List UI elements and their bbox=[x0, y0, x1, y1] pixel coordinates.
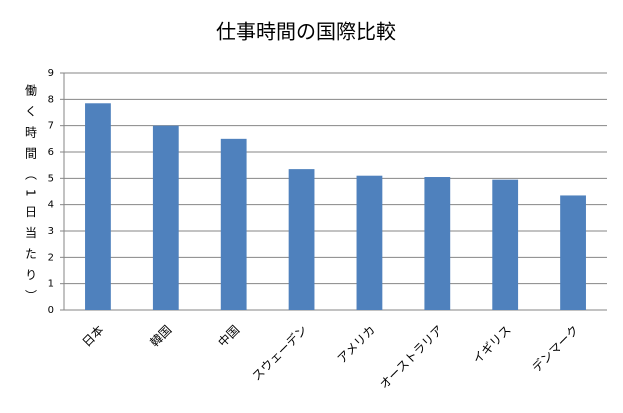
x-tick-label: 韓国 bbox=[148, 323, 175, 350]
bar bbox=[560, 195, 586, 310]
bar bbox=[152, 125, 179, 311]
x-tick-label: オーストラリア bbox=[377, 323, 446, 392]
y-tick-label: 6 bbox=[48, 147, 54, 158]
y-tick-label: 2 bbox=[48, 252, 54, 263]
bar bbox=[424, 177, 451, 310]
y-tick-label: 5 bbox=[48, 173, 54, 184]
x-tick-label: デンマーク bbox=[529, 322, 582, 375]
bar bbox=[85, 103, 111, 311]
x-tick-label: スウェーデン bbox=[249, 322, 311, 384]
bar bbox=[492, 179, 519, 310]
y-tick-label: 7 bbox=[48, 121, 54, 132]
y-tick-label: 8 bbox=[48, 94, 54, 105]
bar bbox=[356, 175, 383, 310]
y-tick-label: 3 bbox=[48, 226, 54, 237]
y-tick-label: 0 bbox=[48, 305, 54, 316]
y-tick-label: 9 bbox=[48, 68, 54, 79]
chart-title: 仕事時間の国際比較 bbox=[216, 20, 396, 44]
bar bbox=[220, 138, 247, 310]
y-axis-label: 働く時間（1日当たり） bbox=[24, 84, 38, 311]
x-tick-label: アメリカ bbox=[335, 323, 378, 366]
x-tick-label: 日本 bbox=[80, 323, 107, 350]
bar bbox=[288, 169, 315, 310]
x-tick-label: 中国 bbox=[215, 322, 243, 350]
x-tick-label: イギリス bbox=[470, 323, 514, 367]
y-tick-label: 1 bbox=[48, 279, 54, 290]
y-tick-label: 4 bbox=[48, 200, 54, 211]
